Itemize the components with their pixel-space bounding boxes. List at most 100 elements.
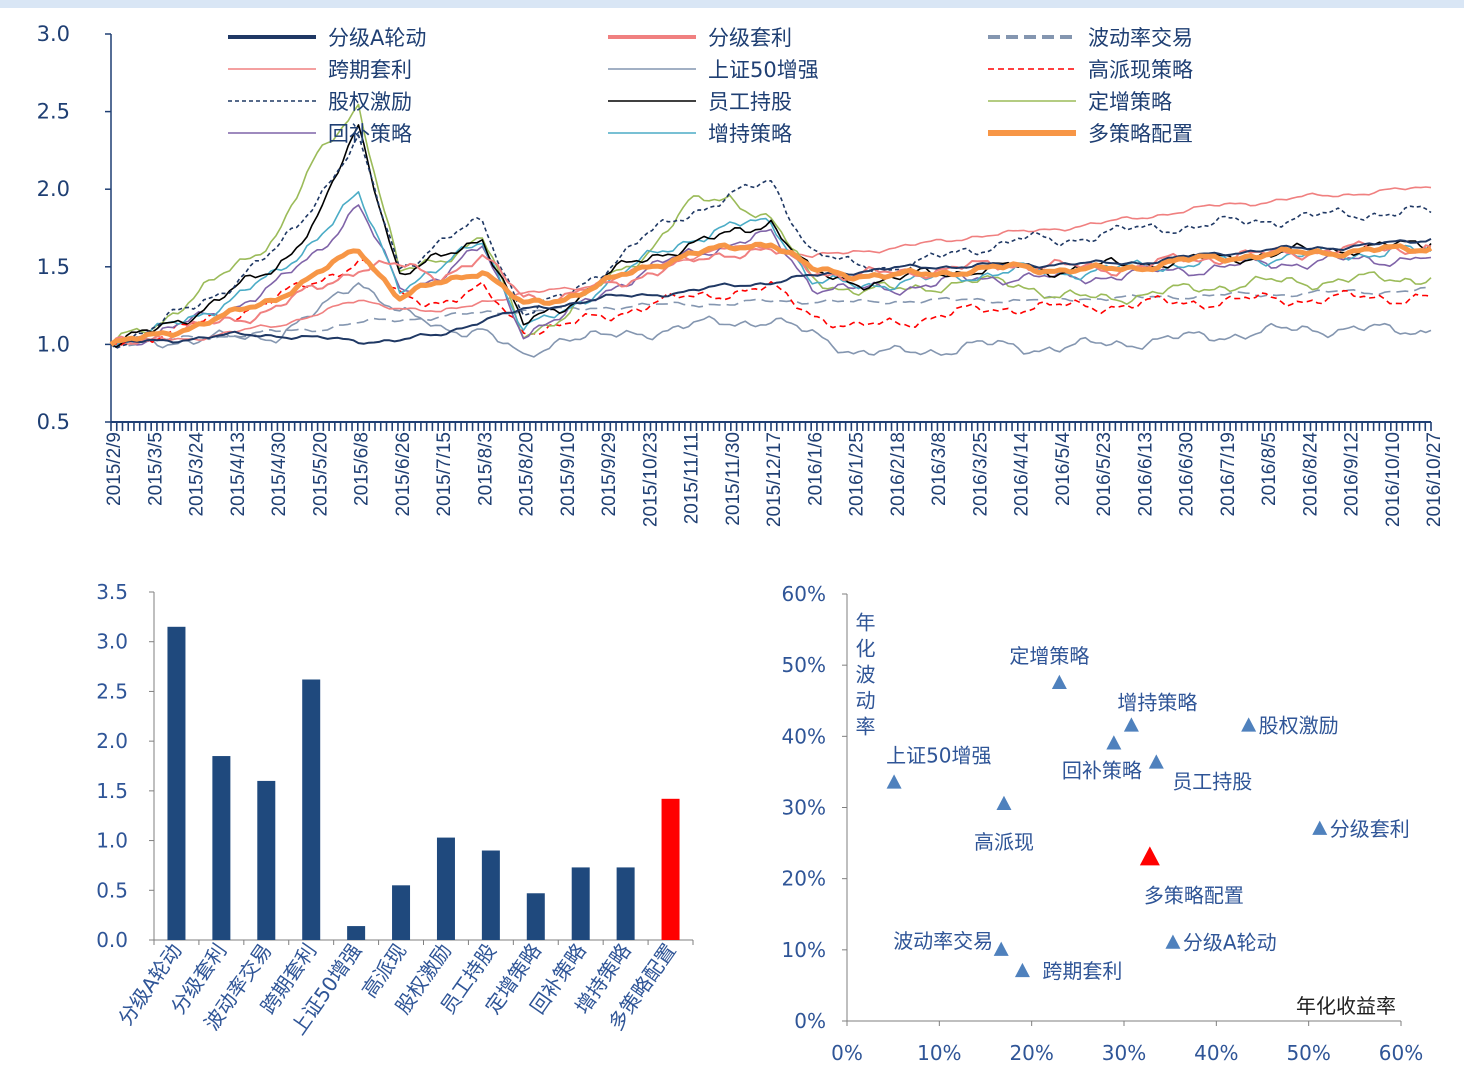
line-x-tick-label: 2016/2/18 xyxy=(888,432,909,517)
line-x-tick-label: 2015/8/20 xyxy=(517,432,538,517)
line-x-tick-label: 2016/8/5 xyxy=(1259,432,1280,506)
legend-label-11: 多策略配置 xyxy=(1088,122,1193,146)
scatter-point-label: 跨期套利 xyxy=(1042,959,1122,983)
bar-6 xyxy=(436,837,455,940)
line-x-tick-label: 2015/10/23 xyxy=(640,432,661,527)
legend-label-9: 回补策略 xyxy=(328,122,412,146)
scatter-point-label: 分级A轮动 xyxy=(1183,931,1277,955)
scatter-y-tick-label: 0% xyxy=(794,1009,826,1033)
scatter-marker-0 xyxy=(1051,674,1067,689)
scatter-point-label: 回补策略 xyxy=(1062,758,1142,782)
line-x-tick-label: 2015/4/30 xyxy=(269,432,290,517)
scatter-point-label: 多策略配置 xyxy=(1144,883,1244,907)
bar-y-tick-label: 2.0 xyxy=(96,729,128,753)
line-x-tick-label: 2015/11/11 xyxy=(682,432,703,524)
line-x-tick-label: 2015/9/10 xyxy=(558,432,579,517)
bar-y-tick-label: 3.5 xyxy=(96,580,128,604)
line-x-tick-label: 2015/4/13 xyxy=(228,432,249,517)
bar-9 xyxy=(571,867,590,940)
line-x-tick-label: 2015/2/9 xyxy=(104,432,125,506)
top-band xyxy=(0,0,1464,8)
scatter-x-tick-label: 40% xyxy=(1194,1041,1238,1065)
legend-label-2: 波动率交易 xyxy=(1088,26,1193,50)
line-y-tick-label: 0.5 xyxy=(37,410,70,434)
legend-label-0: 分级A轮动 xyxy=(328,26,426,50)
scatter-x-tick-label: 60% xyxy=(1379,1041,1423,1065)
legend-label-3: 跨期套利 xyxy=(328,58,412,82)
line-x-tick-label: 2016/4/14 xyxy=(1012,432,1033,517)
line-series-2 xyxy=(110,286,1432,347)
scatter-y-title: 年化波动率 xyxy=(852,612,876,742)
line-x-tick-label: 2015/3/24 xyxy=(187,432,208,517)
scatter-y-tick-label: 60% xyxy=(782,582,826,606)
bar-7 xyxy=(481,850,500,940)
bar-y-tick-label: 3.0 xyxy=(96,630,128,654)
scatter-x-tick-label: 30% xyxy=(1102,1041,1146,1065)
scatter-marker-5 xyxy=(1148,754,1164,769)
scatter-marker-7 xyxy=(1312,820,1328,835)
scatter-marker-4 xyxy=(886,774,902,789)
bar-y-tick-label: 0.0 xyxy=(96,928,128,952)
line-x-tick-label: 2015/7/15 xyxy=(434,432,455,517)
bar-0 xyxy=(167,626,186,940)
line-x-tick-label: 2016/5/23 xyxy=(1094,432,1115,517)
line-x-tick-label: 2016/6/13 xyxy=(1135,432,1156,517)
scatter-marker-1 xyxy=(1123,717,1139,732)
line-series-7 xyxy=(110,124,1432,349)
bar-chart: 0.00.51.01.52.02.53.03.5分级A轮动分级套利波动率交易跨期… xyxy=(96,580,694,1039)
legend-label-10: 增持策略 xyxy=(708,122,792,146)
scatter-marker-9 xyxy=(1165,934,1181,949)
scatter-x-title: 年化收益率 xyxy=(1296,994,1396,1018)
bar-5 xyxy=(392,885,411,940)
line-x-tick-label: 2016/1/6 xyxy=(805,432,826,506)
legend-label-7: 员工持股 xyxy=(708,90,792,114)
scatter-marker-8 xyxy=(1139,846,1160,866)
bar-8 xyxy=(526,893,545,940)
line-x-tick-label: 2016/8/24 xyxy=(1300,432,1321,517)
line-series-3 xyxy=(110,186,1432,347)
line-y-tick-label: 1.0 xyxy=(37,332,70,356)
scatter-marker-11 xyxy=(1014,962,1030,978)
scatter-point-label: 股权激励 xyxy=(1259,714,1339,738)
scatter-chart: 0% 10% 20% 30% 40% 50% 60% 0% 10% 20% 30% 40% 50% 60%… xyxy=(782,582,1424,1065)
line-series-8 xyxy=(110,103,1432,345)
scatter-y-tick-label: 50% xyxy=(782,653,826,677)
line-y-tick-label: 2.0 xyxy=(37,177,70,201)
scatter-x-tick-label: 0% xyxy=(831,1041,863,1065)
bar-y-tick-label: 0.5 xyxy=(96,878,128,902)
scatter-point-label: 上证50增强 xyxy=(886,744,991,768)
scatter-marker-6 xyxy=(996,795,1012,810)
scatter-point-label: 波动率交易 xyxy=(893,929,993,953)
line-x-tick-label: 2016/3/25 xyxy=(970,432,991,517)
scatter-x-tick-label: 20% xyxy=(1009,1041,1053,1065)
bar-2 xyxy=(257,780,276,940)
line-x-tick-label: 2015/6/26 xyxy=(393,432,414,517)
legend-label-1: 分级套利 xyxy=(708,26,792,50)
bar-1 xyxy=(212,756,231,940)
line-x-tick-label: 2015/5/20 xyxy=(310,432,331,517)
line-x-tick-label: 2016/5/4 xyxy=(1053,432,1074,506)
scatter-y-tick-label: 20% xyxy=(782,867,826,891)
line-x-tick-label: 2015/8/3 xyxy=(475,432,496,506)
bar-3 xyxy=(302,679,321,940)
scatter-y-tick-label: 40% xyxy=(782,724,826,748)
bar-4 xyxy=(347,926,366,940)
bar-y-tick-label: 1.5 xyxy=(96,779,128,803)
scatter-point-label: 员工持股 xyxy=(1172,770,1252,794)
scatter-y-tick-label: 30% xyxy=(782,796,826,820)
scatter-x-tick-label: 10% xyxy=(917,1041,961,1065)
line-y-tick-label: 1.5 xyxy=(37,255,70,279)
line-x-tick-label: 2016/3/8 xyxy=(929,432,950,506)
line-x-tick-label: 2016/1/25 xyxy=(847,432,868,517)
bar-y-tick-label: 1.0 xyxy=(96,829,128,853)
scatter-point-label: 分级套利 xyxy=(1330,817,1410,841)
line-series-1 xyxy=(110,240,1432,346)
line-x-tick-label: 2016/6/30 xyxy=(1177,432,1198,517)
scatter-y-tick-label: 10% xyxy=(782,938,826,962)
scatter-marker-2 xyxy=(1241,717,1257,732)
line-x-tick-label: 2016/9/12 xyxy=(1342,432,1363,517)
bar-11 xyxy=(661,798,680,940)
line-y-tick-label: 3.0 xyxy=(37,22,70,46)
line-series-5 xyxy=(110,259,1432,346)
line-y-tick-label: 2.5 xyxy=(37,100,70,124)
